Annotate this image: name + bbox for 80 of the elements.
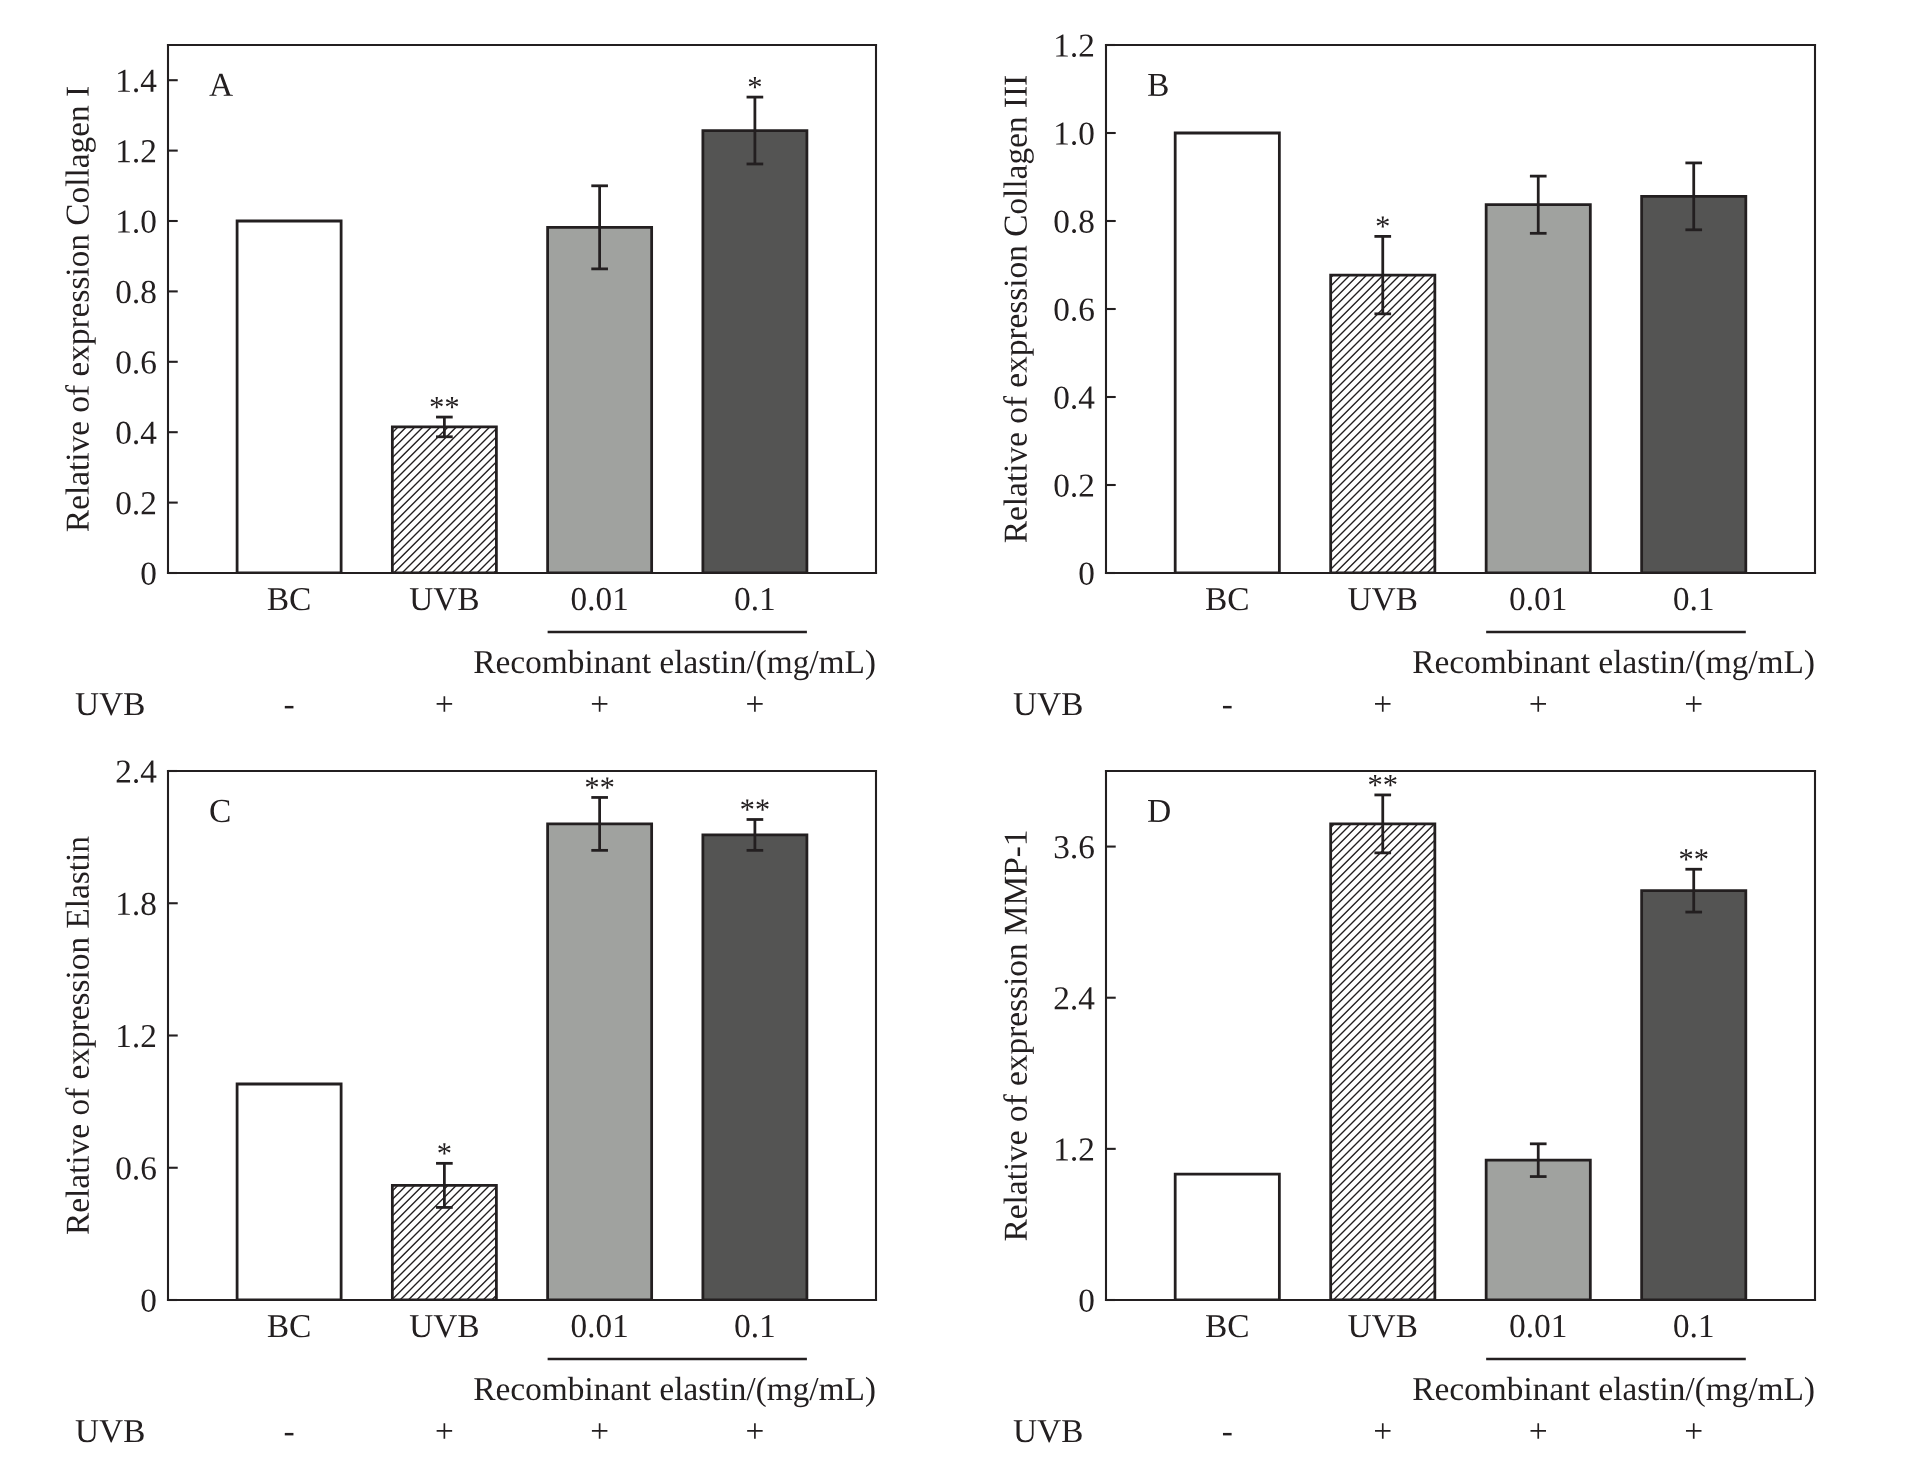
text: B [1148,73,1168,96]
text: + [1685,696,1702,712]
y-tick-label: 0 [1079,562,1094,585]
text: + [1530,1423,1547,1439]
x-tick-label: BC [267,587,310,611]
y-tick-label: 0.6 [1054,298,1094,322]
text: + [1530,696,1547,712]
x-tick-label: 0.1 [735,1314,774,1338]
y-tick-label: 2.4 [116,760,157,784]
y-tick-label: 1.2 [1056,34,1094,58]
text: C [210,799,230,823]
text: - [1222,705,1232,709]
text: UVB [75,693,144,716]
y-tick-label: 1.2 [118,140,156,163]
text: + [1375,696,1391,712]
x-tick-label: BC [1206,587,1248,611]
y-tick-label: 1.4 [118,69,157,93]
text: A [209,73,233,96]
data-label: ** [430,397,459,409]
y-tick-label: 0 [141,1289,156,1312]
x-tick-label: 0.01 [571,1314,627,1338]
y-tick-label: 2.4 [1054,987,1095,1010]
x-tick-label: UVB [409,1315,478,1338]
data-label: * [748,77,762,89]
y-tick-label: 0.4 [1054,386,1095,410]
y-tick-label: 0.2 [1054,474,1094,498]
text: UVB [1013,693,1082,716]
x-tick-label: BC [267,1314,310,1338]
y-tick-label: 1.0 [1056,122,1094,146]
x-tick-label: UVB [1348,588,1417,611]
x-tick-label: BC [1206,1314,1248,1338]
x-tick-label: 0.1 [735,587,774,611]
x-axis-title: Recombinant elastin/(mg/mL) [1413,649,1814,681]
x-tick-label: UVB [1348,1315,1417,1338]
text: UVB [75,1420,144,1443]
x-tick-label: 0.1 [1674,1314,1713,1338]
y-tick-label: 0 [1079,1289,1094,1312]
x-tick-label: 0.01 [571,587,627,611]
x-axis-title: Recombinant elastin/(mg/mL) [1413,1376,1814,1408]
y-tick-label: 1.2 [1056,1138,1094,1161]
text: + [1685,1423,1702,1439]
text: + [1375,1423,1391,1439]
x-tick-label: 0.1 [1674,587,1713,611]
y-tick-label: 0 [141,562,156,585]
text: + [747,696,763,712]
y-tick-label: 0.6 [116,351,156,374]
x-axis-title: Recombinant elastin/(mg/mL) [474,1376,875,1408]
text: + [591,1423,608,1439]
y-axis-title: Relative of expression MMP-1 [1003,831,1034,1241]
y-axis-title: Relative of expression Elastin [65,836,96,1235]
y-tick-label: 0.4 [116,421,157,445]
y-axis-title: Relative of expression Collagen III [1003,75,1034,543]
text: - [284,705,294,709]
text: - [284,1432,294,1436]
y-tick-label: 1.2 [118,1024,156,1048]
text: - [1222,1432,1232,1436]
y-tick-label: 0.6 [116,1157,156,1180]
data-label: ** [1679,849,1708,861]
y-tick-label: 3.6 [1054,836,1094,859]
x-axis-title: Recombinant elastin/(mg/mL) [474,649,875,681]
text: + [436,1423,453,1439]
y-tick-label: 0.2 [116,492,156,515]
y-tick-label: 1.8 [118,892,156,916]
text: UVB [1013,1420,1082,1443]
x-tick-label: 0.01 [1510,1314,1566,1338]
x-tick-label: 0.01 [1510,587,1566,611]
y-tick-label: 1.0 [118,210,156,234]
text: D [1148,800,1170,822]
text: + [747,1423,763,1439]
data-label: * [1376,216,1389,228]
y-tick-label: 0.8 [116,280,156,304]
data-label: ** [1368,774,1397,787]
data-label: ** [585,777,614,789]
data-label: * [438,1143,451,1155]
y-axis-title: Relative of expression Collagen I [65,87,96,532]
data-label: ** [741,799,769,811]
y-tick-label: 0.8 [1054,210,1094,234]
x-tick-label: UVB [409,588,478,611]
text: + [436,696,453,712]
text: + [591,696,608,712]
